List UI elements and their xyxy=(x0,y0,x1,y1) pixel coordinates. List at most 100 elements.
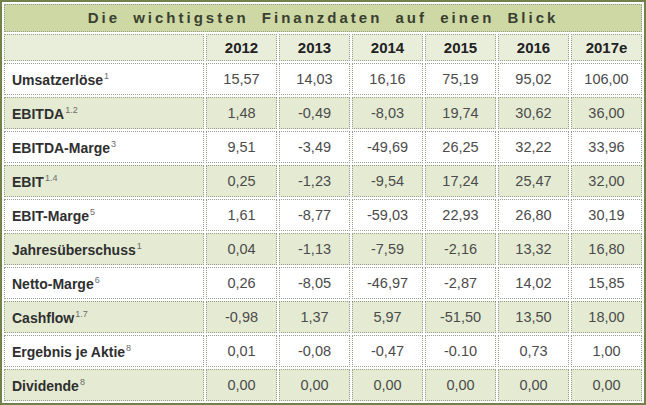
table-title: Die wichtigsten Finanzdaten auf einen Bl… xyxy=(4,4,642,32)
value-cell: 16,16 xyxy=(352,63,423,95)
value-cell: -46,97 xyxy=(352,267,423,299)
value-cell: 9,51 xyxy=(206,131,277,163)
value-cell: 33,96 xyxy=(571,131,642,163)
value-cell: 1,48 xyxy=(206,97,277,129)
header-row: 201220132014201520162017e xyxy=(4,34,642,61)
value-cell: -8,77 xyxy=(279,199,350,231)
footnote-marker: 1 xyxy=(104,71,109,81)
table-row: EBIT1.40,25-1,23-9,5417,2425,4732,00 xyxy=(4,165,642,197)
column-header-2015: 2015 xyxy=(425,34,496,61)
value-cell: 0,01 xyxy=(206,335,277,367)
table-row: Dividende80,000,000,000,000,000,00 xyxy=(4,369,642,401)
value-cell: -59,03 xyxy=(352,199,423,231)
value-cell: -2,16 xyxy=(425,233,496,265)
row-label: EBIT1.4 xyxy=(4,165,204,197)
table-row: EBIT-Marge51,61-8,77-59,0322,9326,8030,1… xyxy=(4,199,642,231)
table-row: Netto-Marge60,26-8,05-46,97-2,8714,0215,… xyxy=(4,267,642,299)
value-cell: 0,00 xyxy=(498,369,569,401)
footnote-marker: 8 xyxy=(126,343,131,353)
footnote-marker: 5 xyxy=(90,207,95,217)
footnote-marker: 1 xyxy=(137,241,142,251)
value-cell: 0,00 xyxy=(425,369,496,401)
table-row: Cashflow1.7-0,981,375,97-51,5013,5018,00 xyxy=(4,301,642,333)
footnote-marker: 1.4 xyxy=(45,173,58,183)
value-cell: -0,08 xyxy=(279,335,350,367)
value-cell: -1,23 xyxy=(279,165,350,197)
value-cell: -0,47 xyxy=(352,335,423,367)
value-cell: 75,19 xyxy=(425,63,496,95)
value-cell: 1,61 xyxy=(206,199,277,231)
value-cell: 0,00 xyxy=(352,369,423,401)
row-label: Dividende8 xyxy=(4,369,204,401)
value-cell: -1,13 xyxy=(279,233,350,265)
value-cell: 16,80 xyxy=(571,233,642,265)
row-label: Umsatzerlöse1 xyxy=(4,63,204,95)
value-cell: -2,87 xyxy=(425,267,496,299)
column-header-2012: 2012 xyxy=(206,34,277,61)
value-cell: 1,37 xyxy=(279,301,350,333)
footnote-marker: 3 xyxy=(111,139,116,149)
finance-overview-table: Die wichtigsten Finanzdaten auf einen Bl… xyxy=(0,0,646,405)
footnote-marker: 1.7 xyxy=(75,309,88,319)
row-label: EBITDA-Marge3 xyxy=(4,131,204,163)
value-cell: 0,26 xyxy=(206,267,277,299)
value-cell: 26,25 xyxy=(425,131,496,163)
value-cell: 22,93 xyxy=(425,199,496,231)
table-row: Umsatzerlöse115,5714,0316,1675,1995,0210… xyxy=(4,63,642,95)
value-cell: 5,97 xyxy=(352,301,423,333)
row-label: Cashflow1.7 xyxy=(4,301,204,333)
value-cell: 30,19 xyxy=(571,199,642,231)
value-cell: -9,54 xyxy=(352,165,423,197)
row-label: Jahresüberschuss1 xyxy=(4,233,204,265)
value-cell: 13,32 xyxy=(498,233,569,265)
value-cell: 25,47 xyxy=(498,165,569,197)
value-cell: -8,03 xyxy=(352,97,423,129)
header-empty-cell xyxy=(4,34,204,61)
column-header-2014: 2014 xyxy=(352,34,423,61)
row-label: EBITDA1.2 xyxy=(4,97,204,129)
table-row: EBITDA-Marge39,51-3,49-49,6926,2532,2233… xyxy=(4,131,642,163)
value-cell: 0,73 xyxy=(498,335,569,367)
value-cell: 0,00 xyxy=(206,369,277,401)
value-cell: 13,50 xyxy=(498,301,569,333)
value-cell: -7,59 xyxy=(352,233,423,265)
column-header-2017e: 2017e xyxy=(571,34,642,61)
value-cell: 0,25 xyxy=(206,165,277,197)
footnote-marker: 1.2 xyxy=(65,105,78,115)
column-header-2016: 2016 xyxy=(498,34,569,61)
value-cell: -8,05 xyxy=(279,267,350,299)
footnote-marker: 6 xyxy=(95,275,100,285)
value-cell: -51,50 xyxy=(425,301,496,333)
value-cell: 0,00 xyxy=(279,369,350,401)
value-cell: 14,03 xyxy=(279,63,350,95)
value-cell: 30,62 xyxy=(498,97,569,129)
finance-data-table: 201220132014201520162017e Umsatzerlöse11… xyxy=(2,32,644,403)
value-cell: 26,80 xyxy=(498,199,569,231)
row-label: Ergebnis je Aktie8 xyxy=(4,335,204,367)
value-cell: 18,00 xyxy=(571,301,642,333)
finance-table-body: Umsatzerlöse115,5714,0316,1675,1995,0210… xyxy=(4,63,642,401)
footnote-marker: 8 xyxy=(80,377,85,387)
value-cell: -0.10 xyxy=(425,335,496,367)
value-cell: -49,69 xyxy=(352,131,423,163)
value-cell: 0,04 xyxy=(206,233,277,265)
table-row: Jahresüberschuss10,04-1,13-7,59-2,1613,3… xyxy=(4,233,642,265)
value-cell: 36,00 xyxy=(571,97,642,129)
column-header-2013: 2013 xyxy=(279,34,350,61)
value-cell: 32,00 xyxy=(571,165,642,197)
value-cell: -0,49 xyxy=(279,97,350,129)
value-cell: 15,85 xyxy=(571,267,642,299)
value-cell: 17,24 xyxy=(425,165,496,197)
row-label: EBIT-Marge5 xyxy=(4,199,204,231)
value-cell: 32,22 xyxy=(498,131,569,163)
value-cell: 14,02 xyxy=(498,267,569,299)
value-cell: 19,74 xyxy=(425,97,496,129)
table-row: Ergebnis je Aktie80,01-0,08-0,47-0.100,7… xyxy=(4,335,642,367)
value-cell: 106,00 xyxy=(571,63,642,95)
value-cell: -0,98 xyxy=(206,301,277,333)
value-cell: 1,00 xyxy=(571,335,642,367)
value-cell: 15,57 xyxy=(206,63,277,95)
table-row: EBITDA1.21,48-0,49-8,0319,7430,6236,00 xyxy=(4,97,642,129)
row-label: Netto-Marge6 xyxy=(4,267,204,299)
value-cell: -3,49 xyxy=(279,131,350,163)
